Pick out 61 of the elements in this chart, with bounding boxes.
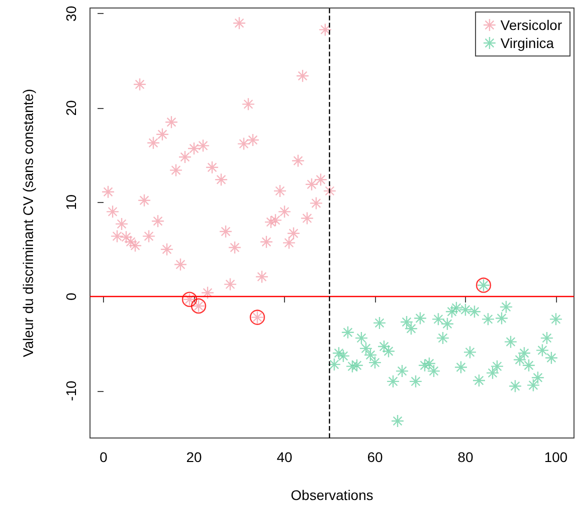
y-tick-label: 0: [63, 292, 79, 300]
point: [116, 218, 128, 230]
point: [464, 346, 476, 358]
point: [532, 372, 544, 384]
point: [228, 242, 241, 254]
point: [215, 174, 228, 186]
point: [197, 140, 210, 152]
point: [545, 352, 558, 364]
point: [306, 178, 318, 190]
point: [233, 17, 246, 30]
x-tick-label: 20: [186, 449, 202, 465]
point: [283, 236, 296, 249]
point: [382, 345, 395, 358]
point: [337, 350, 350, 362]
point: [314, 174, 327, 186]
point: [536, 344, 548, 356]
point: [509, 380, 522, 392]
point: [246, 134, 259, 146]
y-tick-label: 10: [63, 194, 79, 210]
point: [550, 313, 562, 326]
point: [319, 24, 332, 36]
point: [220, 225, 232, 238]
point: [504, 336, 517, 348]
x-axis-title: Observations: [290, 487, 374, 503]
point: [224, 278, 236, 290]
x-tick-label: 80: [458, 449, 474, 465]
point: [242, 98, 254, 110]
point: [342, 326, 354, 338]
point: [454, 361, 467, 374]
point: [441, 318, 454, 330]
point: [514, 354, 526, 366]
point: [414, 312, 426, 324]
point: [459, 304, 472, 316]
point: [436, 332, 449, 344]
x-tick-label: 40: [276, 449, 292, 465]
point: [410, 375, 422, 388]
x-tick-label: 0: [100, 449, 108, 465]
point: [170, 164, 182, 176]
point: [482, 313, 494, 326]
point: [527, 379, 540, 392]
point: [428, 365, 440, 378]
point: [106, 206, 119, 218]
point: [432, 313, 444, 326]
point: [278, 206, 291, 218]
point: [328, 358, 340, 370]
point: [310, 197, 322, 210]
point: [269, 214, 282, 226]
x-tick-label: 100: [544, 449, 568, 465]
point: [405, 322, 418, 335]
point: [491, 360, 504, 372]
y-tick-label: 20: [63, 100, 79, 116]
point: [423, 358, 436, 370]
y-axis-title: Valeur du discriminant CV (sans constante): [20, 88, 36, 358]
y-tick-label: 30: [63, 6, 79, 22]
y-tick-label: -10: [63, 380, 79, 401]
point: [292, 154, 304, 167]
legend-label: Versicolor: [500, 17, 562, 33]
point: [142, 230, 155, 242]
legend-label: Virginica: [500, 35, 554, 51]
x-tick-label: 60: [367, 449, 383, 465]
point: [147, 136, 160, 149]
